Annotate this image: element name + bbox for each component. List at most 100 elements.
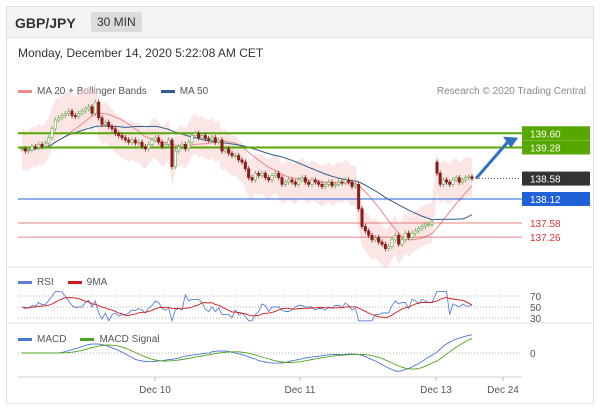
rsi-level-label: 70: [530, 292, 542, 303]
candle-body: [20, 148, 24, 151]
candle-body: [100, 117, 104, 125]
candle-body: [397, 235, 401, 245]
macd-signal-line: [22, 338, 473, 370]
candle-body: [467, 176, 471, 179]
candle-body: [297, 179, 301, 185]
candle-body: [333, 184, 337, 186]
macd-line: [22, 334, 473, 372]
candle-body: [93, 101, 97, 114]
level-tag-bg: [522, 126, 590, 141]
candle-body: [290, 179, 294, 183]
candle-body: [430, 221, 434, 225]
ma20-line: [21, 112, 473, 241]
candle-body: [150, 139, 154, 145]
candle-body: [367, 230, 371, 236]
ma50-swatch: [160, 90, 175, 93]
candle-body: [97, 101, 101, 119]
credit-text: Research © 2020 Trading Central: [436, 86, 586, 97]
macd-signal-swatch: [80, 338, 95, 341]
candle-body: [63, 113, 67, 116]
macd-legend: MACD MACD Signal: [18, 334, 159, 345]
macd-swatch: [18, 338, 32, 341]
candle-body: [30, 146, 34, 151]
rsi-ma-swatch: [67, 281, 82, 284]
rsi-ma-legend-label: 9MA: [86, 277, 108, 288]
candle-body: [173, 150, 177, 167]
candle-body: [330, 181, 334, 186]
candle-body: [143, 146, 147, 150]
candle-body: [160, 141, 164, 147]
candle-body: [451, 179, 455, 185]
candle-body: [257, 172, 261, 176]
candle-body: [357, 184, 361, 210]
resistance-label: 139.28: [530, 143, 561, 154]
candle-body: [187, 141, 191, 150]
candle-body: [445, 179, 449, 183]
candle-body: [407, 232, 411, 238]
candle-body: [283, 181, 287, 185]
candle-body: [230, 152, 234, 156]
candle-body: [157, 137, 161, 143]
rsi-ma-line: [21, 296, 473, 319]
candle-body: [180, 144, 184, 147]
candle-body: [103, 121, 107, 125]
candle-body: [310, 179, 314, 185]
timeframe-badge[interactable]: 30 MIN: [91, 12, 142, 32]
macd-signal-legend-label: MACD Signal: [99, 334, 160, 345]
candle-body: [300, 177, 304, 181]
candle-body: [363, 226, 367, 232]
x-tick-label: Dec 10: [139, 385, 171, 396]
candle-body: [60, 115, 64, 119]
candle-body: [307, 181, 311, 185]
candle-body: [87, 106, 91, 110]
candle-body: [197, 132, 201, 139]
instrument-title: GBP/JPY: [15, 15, 76, 31]
candle-body: [227, 148, 231, 154]
rsi-level-label: 30: [530, 314, 542, 325]
candle-body: [217, 139, 221, 143]
candle-body: [220, 139, 224, 152]
candle-body: [320, 184, 324, 187]
rsi-swatch: [18, 281, 32, 284]
candle-body: [470, 176, 474, 179]
candle-body: [237, 155, 241, 161]
candle-body: [170, 139, 174, 167]
candle-body: [423, 223, 427, 227]
candle-body: [454, 177, 458, 181]
candle-body: [200, 135, 204, 139]
candle-body: [153, 137, 157, 141]
price-legend: MA 20 + Bollinger Bands MA 50: [18, 86, 208, 97]
candle-body: [317, 181, 321, 185]
target-arrowhead: [503, 136, 518, 148]
candle-body: [50, 128, 54, 139]
candle-body: [313, 179, 317, 183]
candle-body: [260, 172, 264, 176]
candle-body: [360, 208, 364, 227]
candle-body: [53, 119, 57, 130]
support-label: 137.58: [530, 219, 561, 230]
candle-body: [403, 232, 407, 241]
candle-body: [267, 177, 271, 181]
candle-body: [247, 168, 251, 178]
candle-body: [400, 239, 404, 245]
candle-body: [37, 144, 41, 148]
candle-body: [343, 179, 347, 184]
candle-body: [130, 139, 134, 143]
candle-body: [90, 106, 94, 114]
candle-body: [435, 161, 439, 174]
candle-body: [183, 144, 187, 150]
candle-body: [464, 177, 468, 181]
candle-body: [147, 144, 151, 150]
candle-body: [70, 110, 74, 116]
x-tick-label: Dec 11: [285, 385, 316, 396]
candle-body: [270, 175, 274, 181]
candle-body: [127, 139, 131, 143]
candle-body: [273, 172, 277, 176]
candle-body: [323, 184, 327, 187]
bollinger-band: [22, 82, 472, 269]
candle-body: [377, 237, 381, 243]
candle-body: [223, 148, 227, 152]
candle-body: [387, 246, 391, 249]
candle-body: [137, 141, 141, 144]
